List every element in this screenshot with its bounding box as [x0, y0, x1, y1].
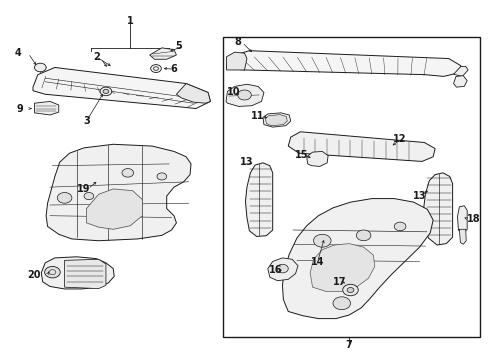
- Text: 8: 8: [234, 37, 241, 48]
- Text: 3: 3: [83, 116, 90, 126]
- Circle shape: [150, 64, 161, 72]
- Text: 19: 19: [77, 184, 91, 194]
- Text: 12: 12: [392, 134, 406, 144]
- Text: 10: 10: [226, 87, 240, 98]
- Polygon shape: [64, 259, 106, 289]
- Text: 7: 7: [345, 340, 352, 350]
- Text: 15: 15: [295, 150, 308, 160]
- Polygon shape: [245, 163, 272, 237]
- Text: 18: 18: [466, 214, 480, 224]
- Polygon shape: [423, 173, 452, 245]
- Circle shape: [122, 168, 133, 177]
- Polygon shape: [309, 244, 374, 292]
- Text: 6: 6: [170, 64, 177, 74]
- Polygon shape: [86, 189, 142, 229]
- Circle shape: [237, 90, 251, 100]
- Circle shape: [34, 63, 46, 72]
- Polygon shape: [458, 229, 465, 244]
- Text: 9: 9: [17, 104, 23, 113]
- Circle shape: [342, 284, 358, 296]
- Circle shape: [276, 264, 287, 273]
- Circle shape: [332, 297, 350, 310]
- Circle shape: [157, 173, 166, 180]
- Polygon shape: [226, 52, 246, 70]
- Circle shape: [100, 87, 112, 96]
- Circle shape: [103, 89, 109, 94]
- Polygon shape: [226, 51, 460, 76]
- Text: 14: 14: [310, 257, 324, 267]
- Text: 13: 13: [240, 157, 253, 167]
- Polygon shape: [176, 84, 210, 103]
- Polygon shape: [453, 76, 466, 87]
- Text: 16: 16: [269, 265, 282, 275]
- Circle shape: [346, 288, 353, 293]
- Text: 20: 20: [28, 270, 41, 280]
- Text: 17: 17: [332, 277, 346, 287]
- Polygon shape: [149, 48, 176, 59]
- Polygon shape: [41, 257, 114, 289]
- Polygon shape: [306, 152, 327, 166]
- Circle shape: [356, 230, 370, 241]
- Text: 2: 2: [93, 52, 100, 62]
- Text: 13: 13: [412, 191, 426, 201]
- Circle shape: [313, 234, 330, 247]
- Circle shape: [84, 193, 94, 200]
- Polygon shape: [225, 84, 264, 107]
- Polygon shape: [46, 144, 191, 241]
- Polygon shape: [263, 113, 290, 127]
- Text: 4: 4: [15, 48, 22, 58]
- Bar: [222, 37, 479, 337]
- Text: 11: 11: [251, 111, 264, 121]
- Polygon shape: [34, 102, 59, 115]
- Polygon shape: [33, 67, 210, 109]
- Polygon shape: [267, 258, 297, 281]
- Polygon shape: [457, 206, 466, 233]
- Circle shape: [44, 266, 60, 278]
- Polygon shape: [453, 66, 467, 76]
- Text: 5: 5: [175, 41, 182, 51]
- Circle shape: [57, 193, 72, 203]
- Text: 1: 1: [126, 16, 133, 26]
- Polygon shape: [287, 132, 434, 161]
- Circle shape: [393, 222, 405, 231]
- Polygon shape: [265, 114, 287, 126]
- Polygon shape: [282, 199, 432, 319]
